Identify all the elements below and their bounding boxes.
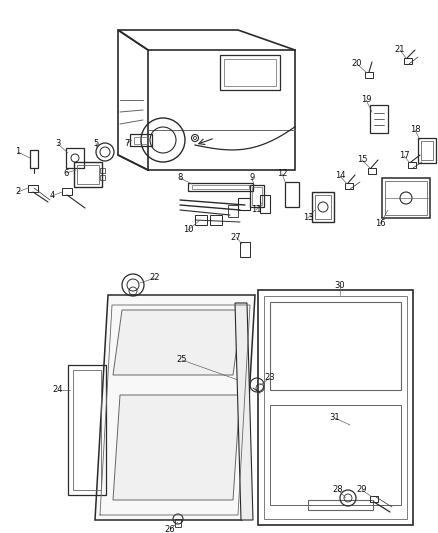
Text: 12: 12	[277, 169, 287, 179]
Text: 21: 21	[395, 45, 405, 54]
Text: 10: 10	[183, 225, 193, 235]
Bar	[250, 185, 264, 207]
Bar	[188, 183, 253, 191]
Bar	[66, 148, 84, 168]
Text: 6: 6	[64, 168, 69, 177]
Bar	[404, 58, 412, 64]
Bar	[252, 187, 262, 205]
Bar	[260, 195, 270, 213]
Text: 4: 4	[49, 191, 55, 200]
Bar	[418, 138, 436, 163]
Bar	[285, 182, 299, 207]
Bar	[30, 150, 38, 168]
Bar	[62, 188, 72, 195]
Bar	[220, 55, 280, 90]
Text: 28: 28	[333, 486, 343, 495]
Bar	[130, 134, 152, 146]
Text: 24: 24	[53, 385, 63, 394]
Bar	[73, 370, 101, 490]
Bar	[134, 137, 148, 144]
Bar	[100, 168, 105, 173]
Bar	[100, 175, 105, 180]
Bar	[370, 496, 378, 502]
Bar	[308, 500, 373, 510]
Text: 20: 20	[352, 60, 362, 69]
Bar	[385, 181, 427, 215]
Bar	[210, 215, 222, 225]
Bar	[421, 141, 433, 160]
Bar	[28, 185, 38, 192]
Text: 17: 17	[399, 151, 410, 160]
Text: 5: 5	[93, 139, 99, 148]
Bar	[258, 290, 413, 525]
Bar	[77, 165, 99, 184]
Bar	[228, 205, 238, 217]
Bar	[270, 405, 401, 505]
Bar	[195, 215, 207, 225]
Bar	[192, 185, 249, 189]
Bar	[74, 162, 102, 187]
Text: 23: 23	[265, 374, 276, 383]
Text: 2: 2	[15, 188, 21, 197]
Text: 8: 8	[177, 174, 183, 182]
Bar	[264, 296, 407, 519]
Polygon shape	[113, 395, 240, 500]
Text: 25: 25	[177, 356, 187, 365]
Bar	[365, 72, 373, 78]
Text: 14: 14	[335, 172, 345, 181]
Bar	[382, 178, 430, 218]
Bar	[240, 242, 250, 257]
Bar	[315, 195, 331, 219]
Text: 30: 30	[335, 281, 345, 290]
Bar	[368, 168, 376, 174]
Text: 26: 26	[165, 526, 175, 533]
Text: 16: 16	[374, 220, 385, 229]
Text: 31: 31	[330, 414, 340, 423]
Text: 9: 9	[249, 174, 254, 182]
Bar	[312, 192, 334, 222]
Bar	[370, 105, 388, 133]
Text: 15: 15	[357, 156, 367, 165]
Bar	[68, 365, 106, 495]
Text: 1: 1	[15, 148, 21, 157]
Text: 11: 11	[251, 206, 261, 214]
Polygon shape	[95, 295, 255, 520]
Bar	[175, 519, 181, 527]
Text: 19: 19	[361, 95, 371, 104]
Text: 7: 7	[124, 139, 130, 148]
Text: 3: 3	[55, 140, 61, 149]
Bar	[224, 59, 276, 86]
Bar	[270, 302, 401, 390]
Polygon shape	[113, 310, 242, 375]
Text: 27: 27	[231, 232, 241, 241]
Bar	[345, 183, 353, 189]
Polygon shape	[235, 303, 253, 520]
Bar	[148, 50, 295, 170]
Text: 29: 29	[357, 486, 367, 495]
Text: 13: 13	[303, 214, 313, 222]
Text: 22: 22	[150, 273, 160, 282]
Text: 18: 18	[410, 125, 420, 134]
Bar	[238, 198, 250, 210]
Bar	[408, 162, 416, 168]
